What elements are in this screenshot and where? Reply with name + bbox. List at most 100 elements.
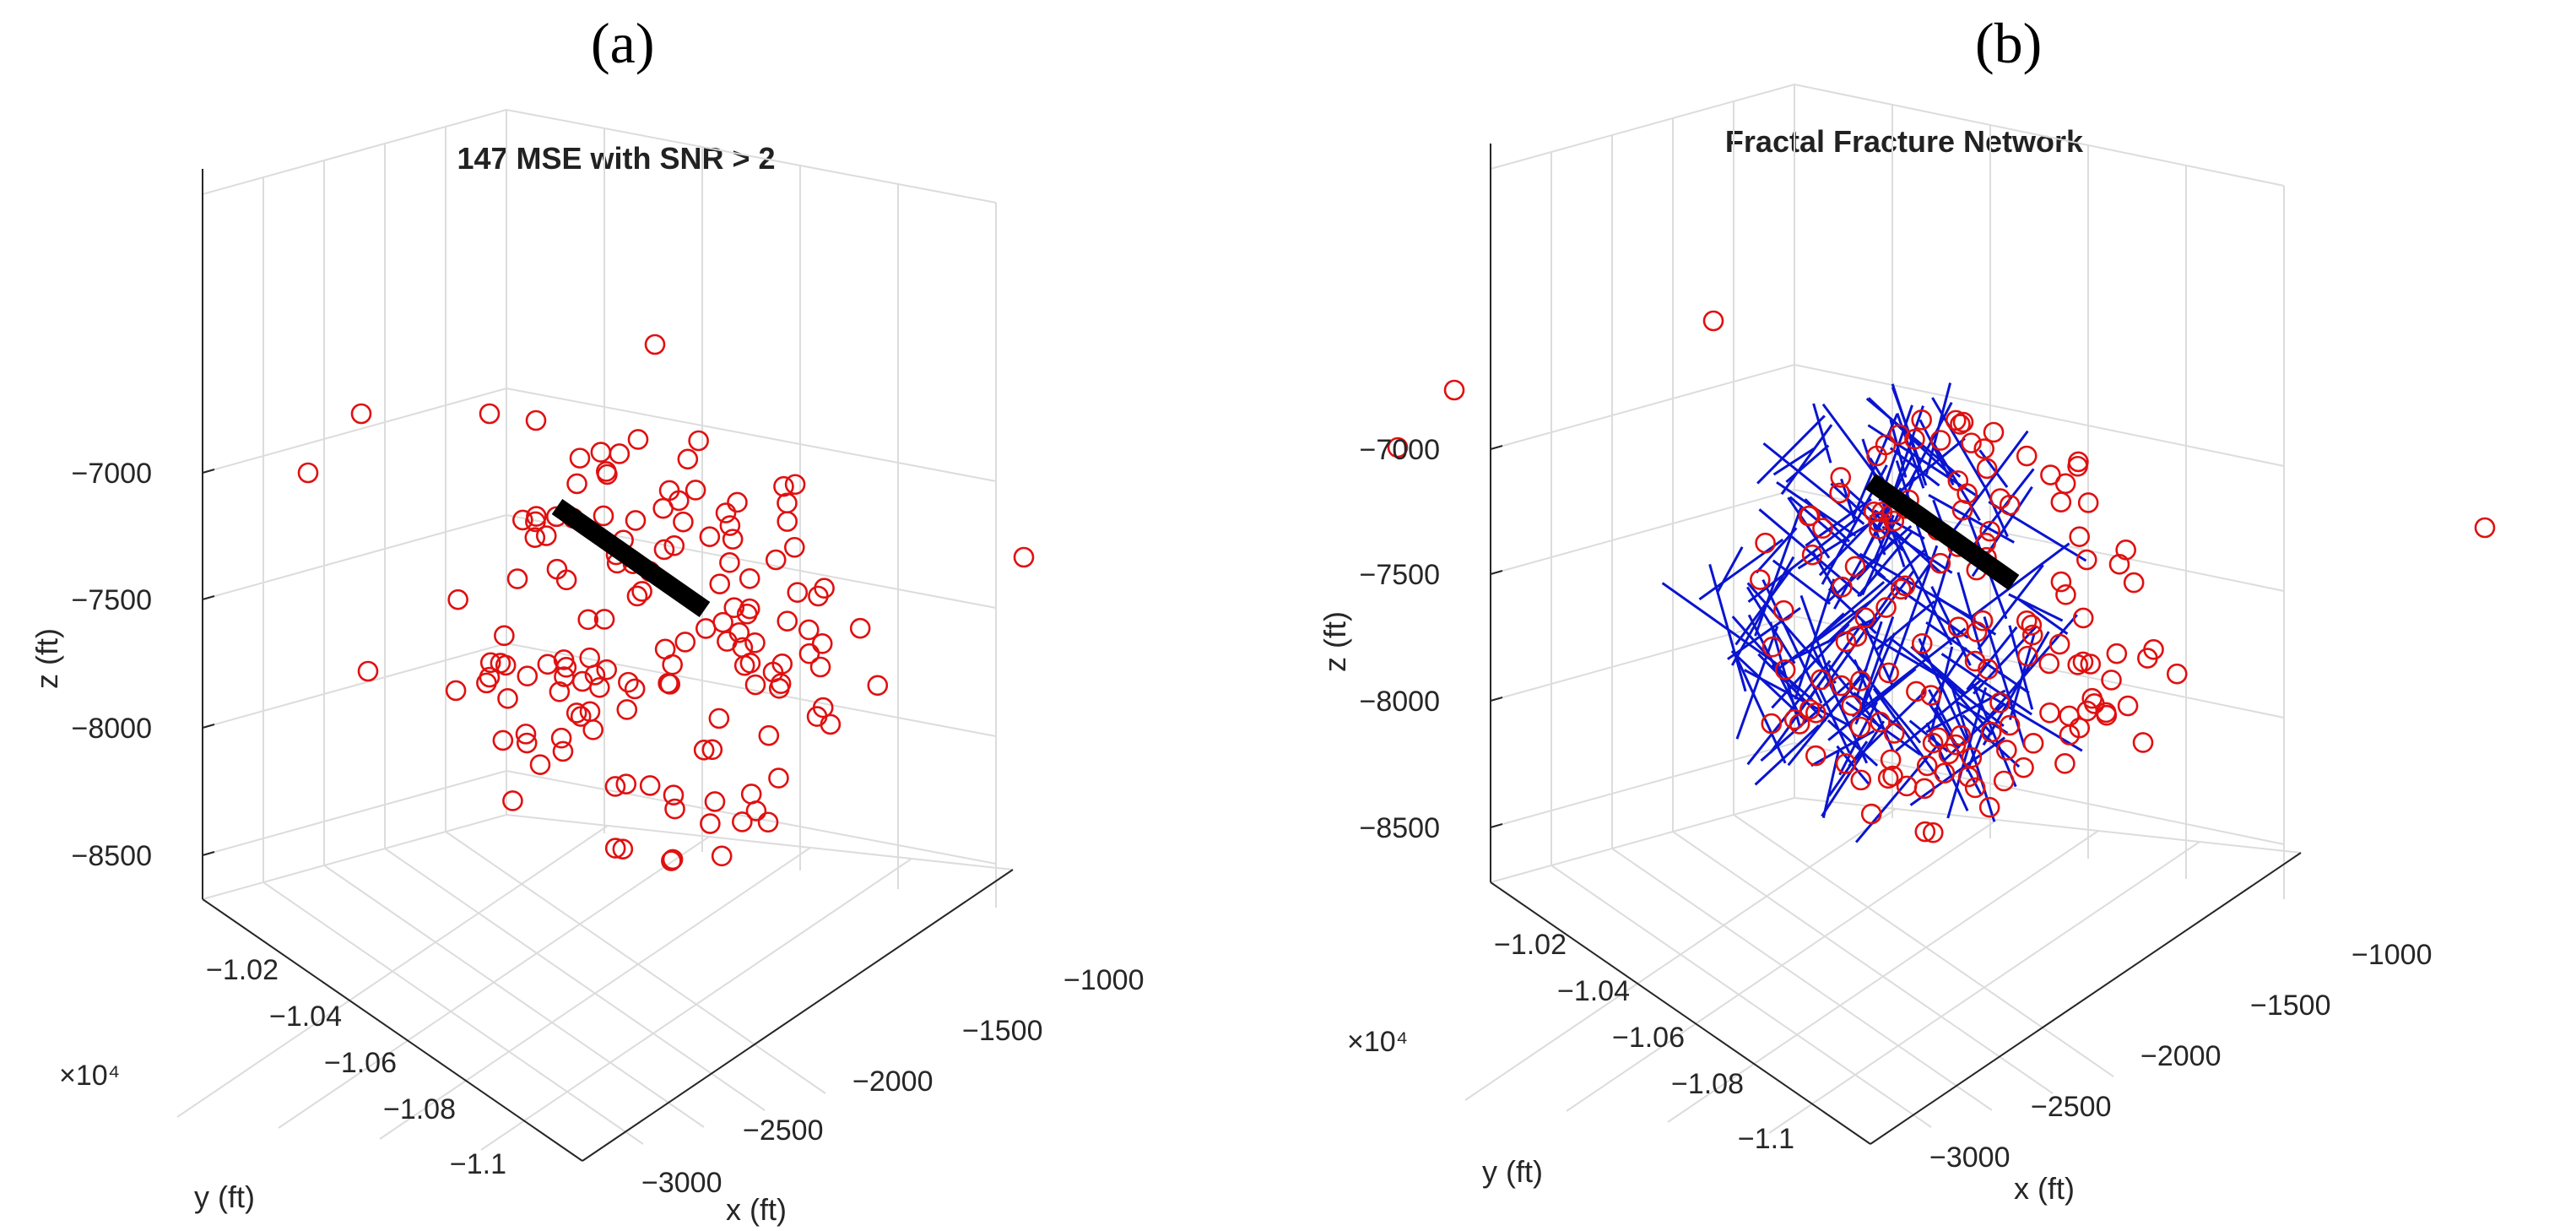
event-marker <box>625 510 647 531</box>
event-marker <box>2077 492 2099 513</box>
event-marker <box>2474 517 2496 539</box>
event-marker <box>2137 648 2158 669</box>
fracture-segment <box>1970 542 2070 619</box>
event-marker <box>1883 723 1905 744</box>
event-marker <box>2054 753 2075 774</box>
fracture-segment <box>1909 736 2006 806</box>
event-marker <box>770 673 792 695</box>
y-tick-label: −1.1 <box>450 1148 506 1180</box>
event-marker <box>704 791 726 812</box>
event-marker <box>1976 458 1998 480</box>
event-marker <box>1850 670 1871 691</box>
z-axis-label: z (ft) <box>1318 611 1352 672</box>
event-marker <box>593 609 615 630</box>
event-marker <box>739 567 760 589</box>
event-marker <box>2069 526 2090 547</box>
grid-line <box>1490 741 2285 845</box>
event-marker <box>732 637 754 659</box>
event-marker <box>615 773 637 794</box>
y-tick-label: −1.08 <box>1671 1068 1744 1100</box>
grid-line <box>1490 796 2302 883</box>
event-marker <box>1999 714 2021 736</box>
fracture-segment <box>1661 582 1781 667</box>
fracture-segment <box>1857 616 1895 716</box>
event-marker <box>479 666 501 688</box>
event-marker <box>1928 727 1949 749</box>
event-marker <box>787 582 809 603</box>
event-marker <box>554 666 575 687</box>
event-marker <box>685 480 706 501</box>
fracture-segment <box>1789 496 1886 579</box>
fracture-segment <box>1918 419 1955 486</box>
event-marker <box>2072 607 2094 629</box>
event-marker <box>715 502 737 523</box>
event-marker <box>1989 691 2010 713</box>
grid-line <box>1464 808 1897 1101</box>
event-marker <box>663 534 685 556</box>
grid-line <box>202 108 997 203</box>
event-marker <box>590 442 612 463</box>
fracture-segment <box>1855 621 1883 698</box>
fracture-segment <box>2008 625 2034 710</box>
fracture-segment <box>1747 518 1856 603</box>
event-marker <box>2013 756 2034 778</box>
event-marker <box>1443 379 1465 401</box>
event-marker <box>596 659 618 681</box>
fracture-segment <box>1888 545 1939 680</box>
event-marker <box>1387 437 1409 458</box>
fracture-segment <box>1890 637 2005 728</box>
event-marker <box>1961 747 1983 768</box>
event-marker <box>849 617 871 639</box>
event-marker <box>777 492 798 514</box>
fracture-segment <box>1730 650 1807 722</box>
event-marker <box>2050 571 2072 593</box>
event-marker <box>1846 626 1868 647</box>
y-tick-label: −1.02 <box>1494 929 1567 961</box>
fracture-segment <box>1826 548 1927 644</box>
event-marker <box>552 740 574 762</box>
fracture-segment <box>1889 419 1908 478</box>
event-marker <box>584 664 606 686</box>
x-tick-label: −1000 <box>2351 939 2433 971</box>
event-marker <box>1835 631 1857 653</box>
event-marker <box>529 754 551 775</box>
event-marker <box>1890 578 1912 600</box>
event-marker <box>1896 775 1918 797</box>
event-marker <box>604 776 626 797</box>
fracture-segment <box>1895 679 1983 752</box>
chart-title: 147 MSE with SNR > 2 <box>457 141 775 176</box>
event-marker <box>515 724 537 745</box>
event-marker <box>2101 670 2122 691</box>
event-marker <box>1830 467 1852 488</box>
event-marker <box>1973 438 1995 459</box>
event-marker <box>719 515 741 536</box>
event-marker <box>765 549 787 571</box>
y-tick-label: −1.04 <box>269 1001 342 1033</box>
event-marker <box>1966 621 1988 643</box>
event-marker <box>739 598 760 620</box>
event-marker <box>626 585 648 607</box>
event-marker <box>2076 549 2097 571</box>
event-marker <box>604 838 626 859</box>
event-marker <box>1922 732 1944 754</box>
event-marker <box>2040 464 2061 485</box>
z-tick-mark <box>202 469 215 474</box>
z-tick-label: −7000 <box>1360 434 1441 466</box>
y-axis-line <box>1490 881 1871 1145</box>
grid-line <box>1550 865 1932 1128</box>
event-marker <box>546 558 568 580</box>
fracture-segment <box>1816 684 1851 754</box>
event-marker <box>798 619 820 641</box>
event-marker <box>661 850 682 871</box>
event-marker <box>740 784 762 805</box>
event-marker <box>653 539 675 561</box>
fracture-segment <box>1754 507 1803 637</box>
event-marker <box>2096 704 2118 726</box>
event-marker <box>677 448 699 470</box>
fracture-segment <box>1860 620 1895 688</box>
x-tick-label: −2500 <box>2031 1091 2112 1123</box>
z-tick-label: −7500 <box>72 584 153 616</box>
event-marker <box>1904 428 1925 450</box>
event-marker <box>1875 597 1897 618</box>
grid-line <box>445 831 826 1094</box>
